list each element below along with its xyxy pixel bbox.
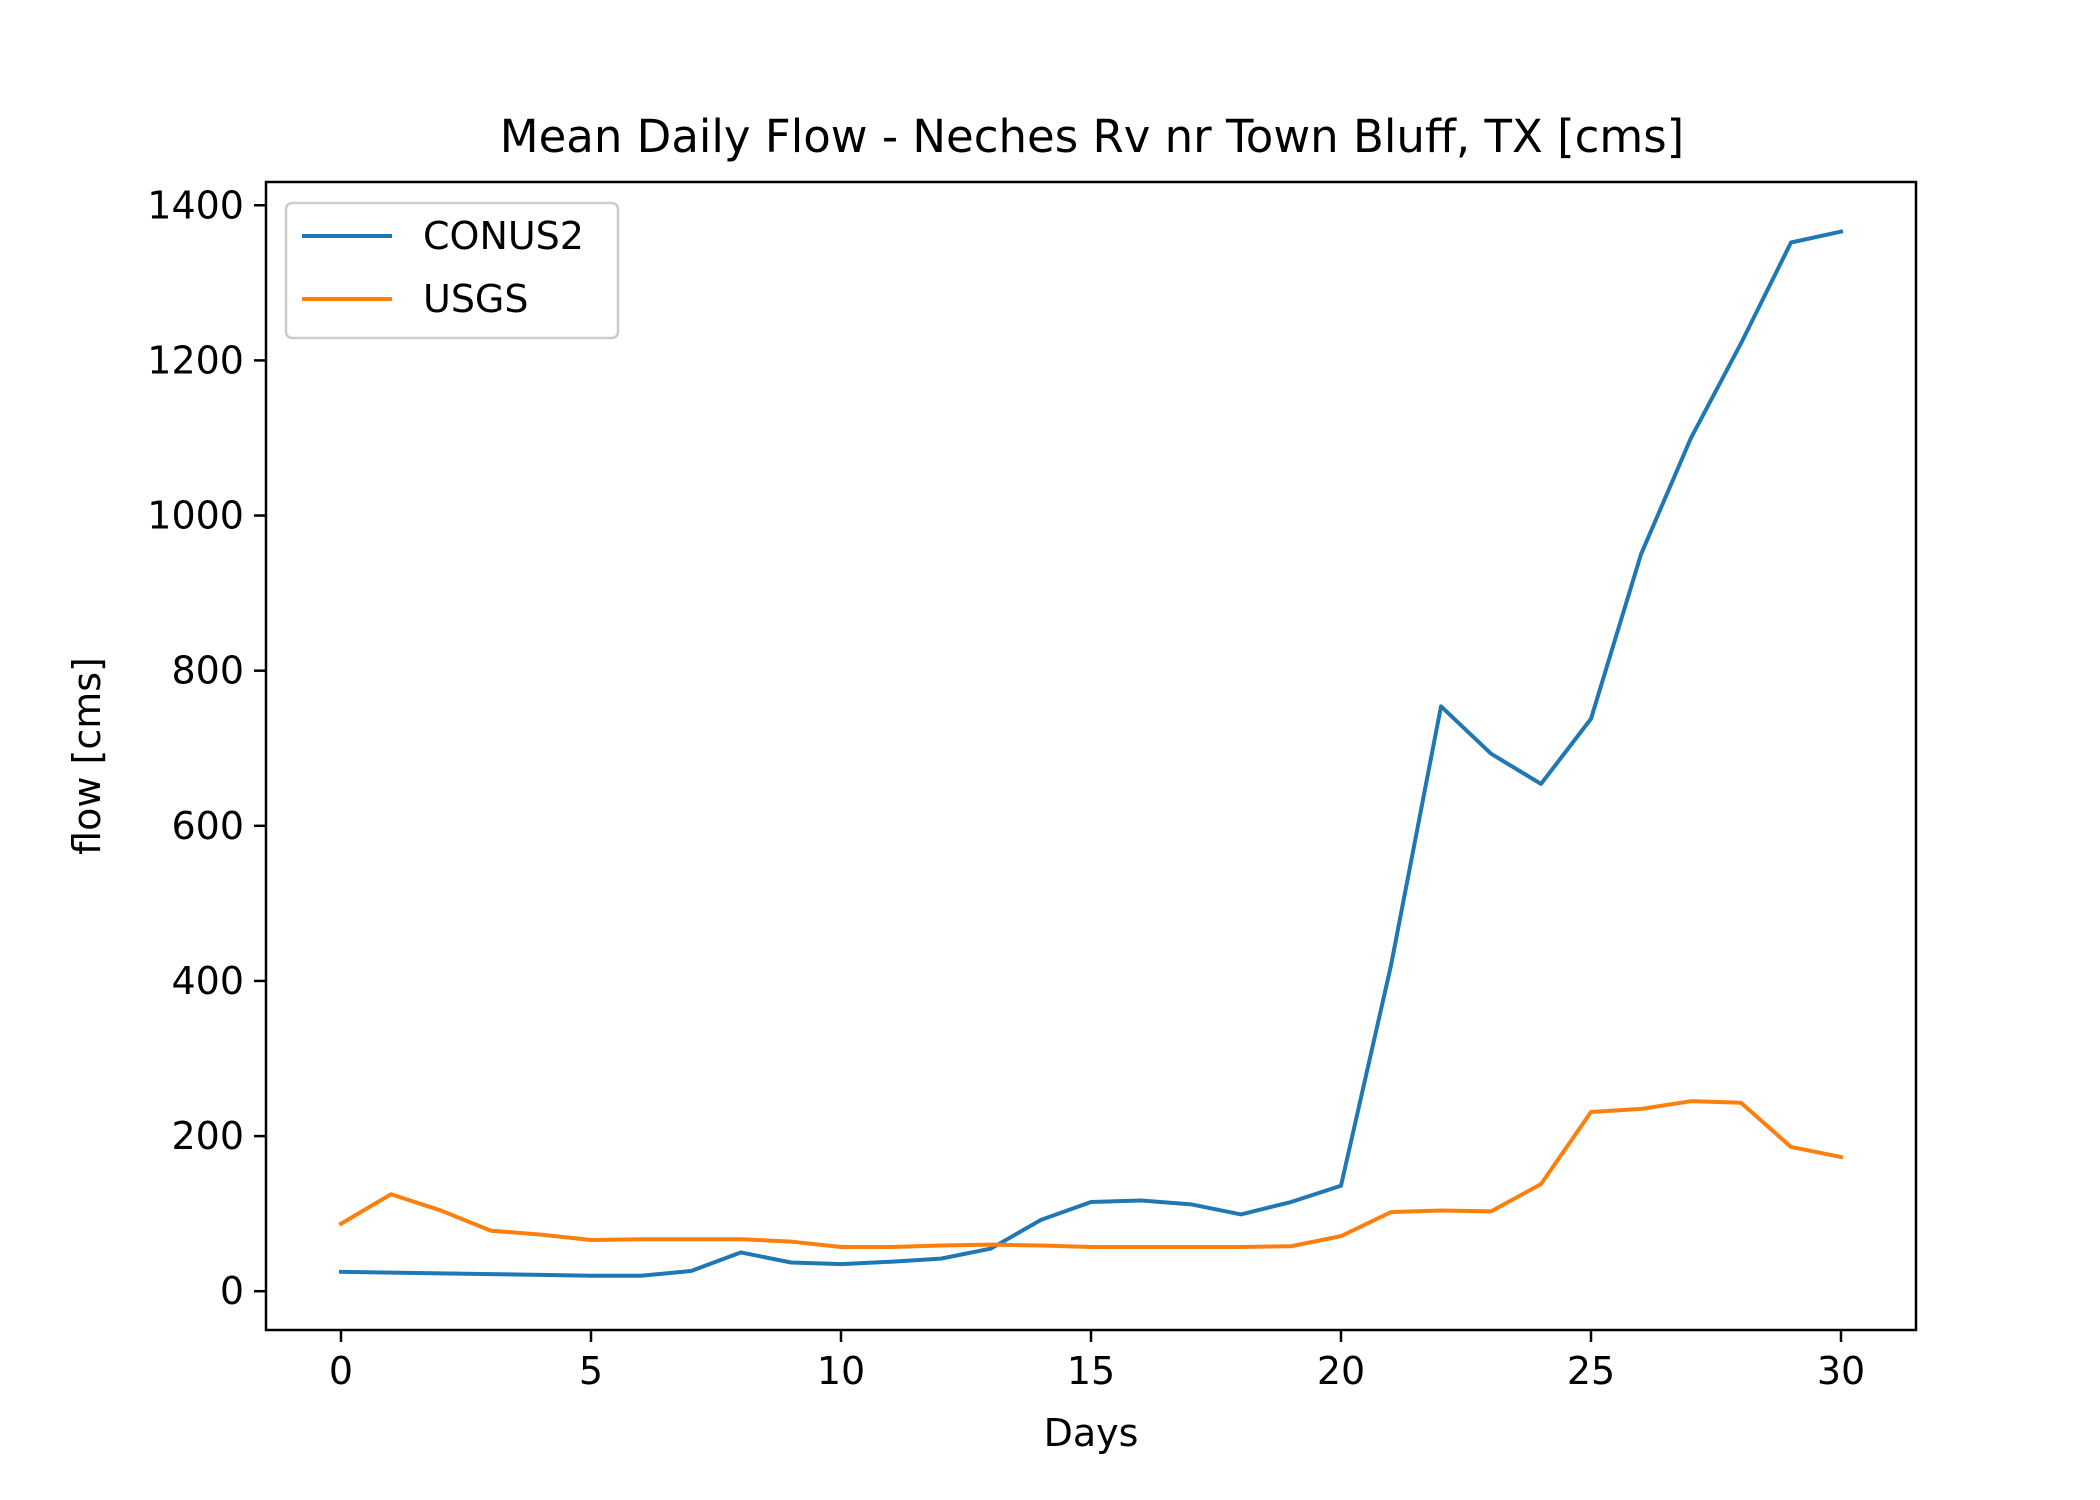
x-axis: 0 5 10 15 20 25 30	[329, 1330, 1865, 1393]
x-tick-label: 5	[579, 1349, 603, 1393]
series-line-conus2	[338, 229, 1844, 1278]
y-tick-label: 800	[171, 649, 244, 693]
y-tick-label: 600	[171, 804, 244, 848]
y-tick-label: 1400	[147, 183, 244, 227]
series-lines	[338, 229, 1844, 1278]
legend: CONUS2 USGS	[284, 201, 620, 340]
series-line-usgs	[338, 1099, 1844, 1250]
y-axis: 0 200 400 600 800 1000 1200 1400	[147, 183, 266, 1313]
x-tick-label: 0	[329, 1349, 353, 1393]
x-tick-label: 20	[1317, 1349, 1365, 1393]
y-tick-label: 1200	[147, 338, 244, 382]
x-tick-label: 10	[817, 1349, 865, 1393]
legend-label-conus2: CONUS2	[423, 214, 584, 258]
y-axis-label: flow [cms]	[65, 657, 109, 855]
y-tick-label: 400	[171, 959, 244, 1003]
plot-area	[266, 182, 1916, 1330]
plot-frame	[264, 180, 1918, 1332]
y-tick-label: 1000	[147, 494, 244, 538]
x-tick-label: 30	[1817, 1349, 1865, 1393]
legend-label-usgs: USGS	[423, 277, 529, 321]
x-tick-label: 25	[1567, 1349, 1615, 1393]
x-axis-label: Days	[1044, 1411, 1139, 1455]
x-tick-label: 15	[1067, 1349, 1115, 1393]
chart-title: Mean Daily Flow - Neches Rv nr Town Bluf…	[500, 110, 1684, 163]
y-tick-label: 0	[220, 1269, 244, 1313]
y-tick-label: 200	[171, 1114, 244, 1158]
